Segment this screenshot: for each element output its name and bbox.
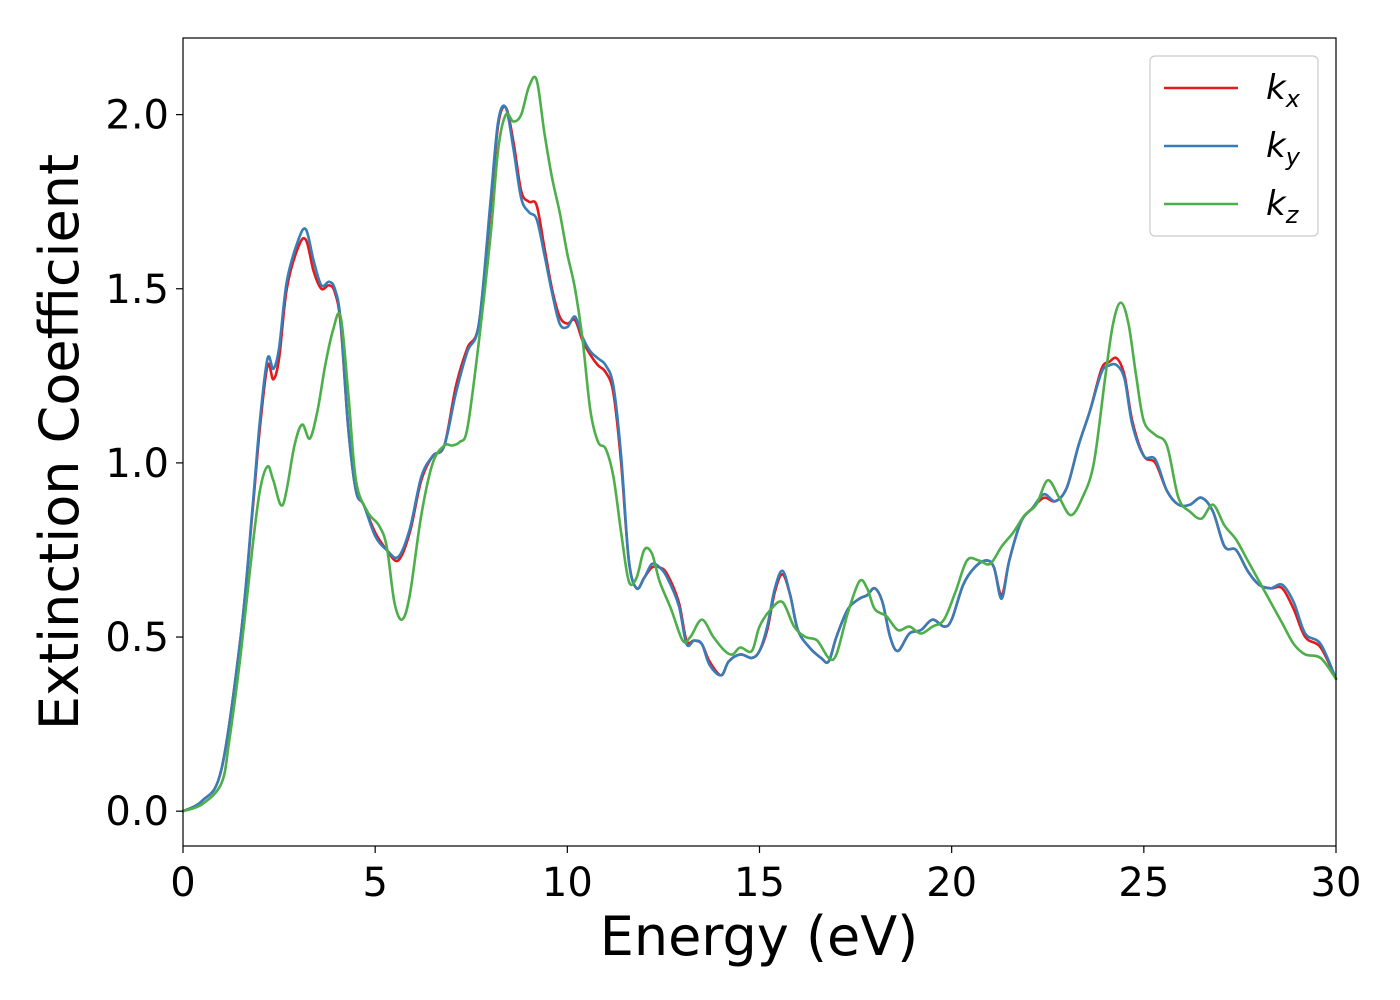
legend-label-ky: ky [1266, 126, 1301, 171]
x-tick-label: 20 [926, 860, 977, 906]
x-tick-label: 0 [170, 860, 195, 906]
legend-label-kz: kz [1266, 184, 1300, 229]
series-layer [181, 75, 1338, 813]
y-axis: 0.0 0.5 1.0 1.5 2.0 [105, 93, 183, 835]
legend: kx ky kz [1149, 55, 1319, 237]
x-tick-label: 25 [1118, 860, 1169, 906]
x-tick-label: 5 [362, 860, 387, 906]
x-tick-label: 10 [542, 860, 593, 906]
y-tick-label: 2.0 [105, 93, 169, 139]
x-tick-label: 30 [1311, 860, 1362, 906]
legend-label-kx: kx [1266, 68, 1301, 113]
series-line-kz [181, 75, 1338, 813]
plot-background [183, 38, 1336, 846]
x-axis: 0 5 10 15 20 25 30 [170, 846, 1361, 906]
x-tick-label: 15 [734, 860, 785, 906]
y-tick-label: 0.0 [105, 789, 169, 835]
y-tick-label: 1.5 [105, 267, 169, 313]
y-tick-label: 1.0 [105, 441, 169, 487]
x-axis-title: Energy (eV) [600, 905, 919, 968]
y-axis-title: Extinction Coefficient [28, 154, 91, 730]
y-tick-label: 0.5 [105, 615, 169, 661]
